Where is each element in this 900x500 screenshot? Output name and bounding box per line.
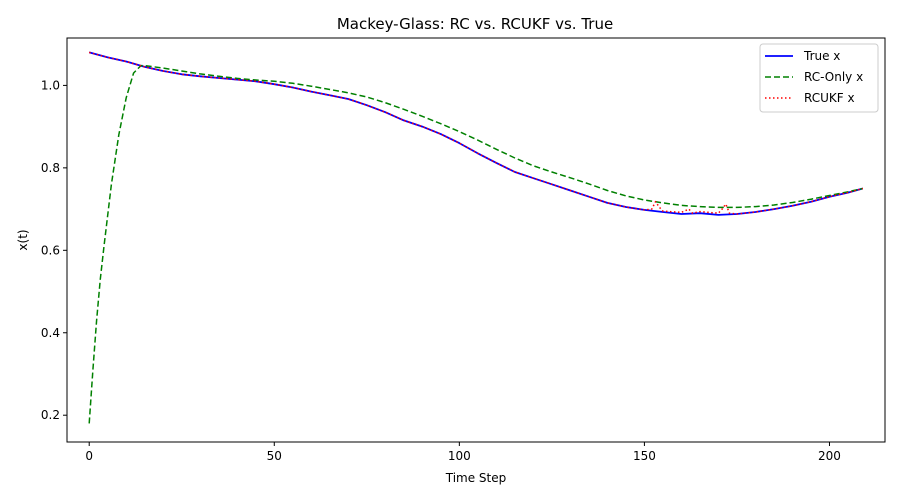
x-tick-label: 0 bbox=[85, 449, 93, 463]
chart-title: Mackey-Glass: RC vs. RCUKF vs. True bbox=[337, 15, 613, 33]
series-line-2 bbox=[88, 64, 863, 424]
x-axis: 0 50 100 150 200 bbox=[85, 442, 841, 463]
legend-label-1: True x bbox=[803, 49, 840, 63]
y-tick-label: 0.8 bbox=[41, 161, 60, 175]
x-axis-label: Time Step bbox=[445, 471, 507, 485]
plot-frame bbox=[66, 37, 886, 443]
legend-label-3: RCUKF x bbox=[804, 91, 855, 105]
y-axis-label: x(t) bbox=[16, 229, 30, 250]
y-axis: 0.2 0.4 0.6 0.8 1.0 bbox=[41, 78, 67, 422]
x-tick-label: 50 bbox=[267, 449, 282, 463]
y-tick-label: 0.6 bbox=[41, 243, 60, 257]
series-layer bbox=[88, 51, 864, 424]
series-line-3 bbox=[89, 51, 864, 215]
x-tick-label: 150 bbox=[633, 449, 656, 463]
legend-box bbox=[759, 43, 879, 113]
legend: True x RC-Only x RCUKF x bbox=[759, 43, 879, 113]
legend-label-2: RC-Only x bbox=[804, 70, 863, 84]
y-tick-label: 0.2 bbox=[41, 408, 60, 422]
x-tick-label: 200 bbox=[818, 449, 841, 463]
y-tick-label: 1.0 bbox=[41, 78, 60, 92]
x-tick-label: 100 bbox=[448, 449, 471, 463]
y-tick-label: 0.4 bbox=[41, 326, 60, 340]
